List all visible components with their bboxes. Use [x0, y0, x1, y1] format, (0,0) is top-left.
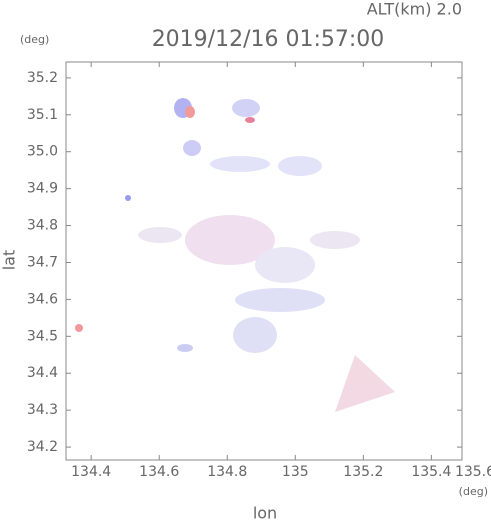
altitude-label: ALT(km) 2.0 [367, 0, 462, 19]
x-tick-label: 134.8 [207, 464, 247, 480]
x-tick-label: 135.2 [343, 464, 383, 480]
x-tick-label: 134.6 [139, 464, 179, 480]
y-tick-label: 34.3 [27, 402, 58, 418]
echo-patch [138, 227, 182, 243]
y-tick-label: 34.2 [27, 439, 58, 455]
y-tick-label: 34.7 [27, 254, 58, 270]
echo-patch [235, 288, 325, 312]
echo-patch [210, 156, 270, 172]
echo-patch [245, 117, 255, 123]
echo-patch [177, 344, 193, 352]
x-unit: (deg) [459, 485, 488, 498]
y-tick-label: 34.6 [27, 291, 58, 307]
echo-patch [255, 247, 315, 283]
echo-patch [310, 231, 360, 249]
echo-patch [183, 140, 201, 156]
echo-patch [278, 156, 322, 176]
y-unit: (deg) [20, 33, 49, 46]
y-tick-label: 34.4 [27, 365, 58, 381]
echo-patch [125, 195, 131, 201]
x-tick-label: 135.4 [411, 464, 451, 480]
y-tick-label: 34.9 [27, 181, 58, 197]
y-axis-label: lat [0, 250, 19, 271]
plot-frame [65, 61, 463, 461]
y-tick-label: 35.1 [27, 107, 58, 123]
y-tick-label: 34.5 [27, 328, 58, 344]
x-tick-label: 135 [282, 464, 309, 480]
x-tick-label: 135.6 [455, 464, 491, 480]
echo-patch [75, 324, 83, 332]
echo-patch [185, 106, 195, 118]
chart-title: 2019/12/16 01:57:00 [152, 27, 385, 52]
echo-field [75, 98, 395, 412]
y-tick-label: 35.0 [27, 144, 58, 160]
y-tick-label: 34.8 [27, 218, 58, 234]
echo-patch [232, 99, 260, 117]
echo-patch [335, 355, 395, 412]
x-axis-label: lon [253, 504, 277, 521]
x-tick-label: 134.4 [71, 464, 111, 480]
echo-patch [233, 317, 277, 353]
echo-patch [185, 215, 275, 265]
y-tick-label: 35.2 [27, 70, 58, 86]
